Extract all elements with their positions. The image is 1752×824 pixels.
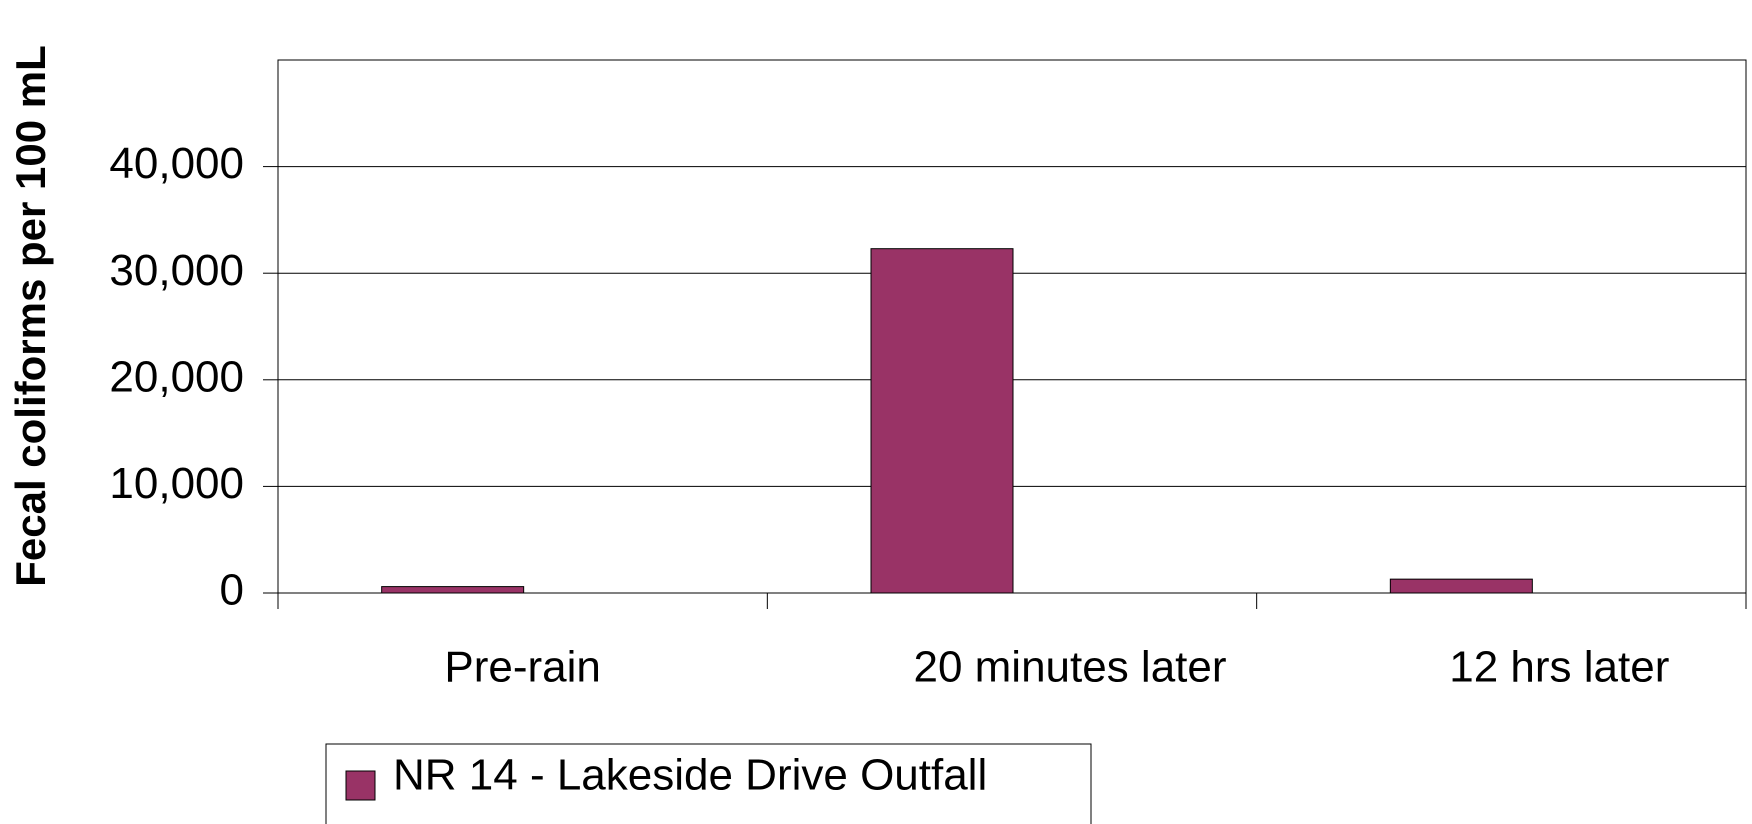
y-tick-label: 40,000: [109, 139, 244, 188]
y-tick-label: 30,000: [109, 246, 244, 295]
y-tick-label: 10,000: [109, 459, 244, 508]
y-axis-label: Fecal coliforms per 100 mL: [7, 45, 54, 587]
legend-label: NR 14 - Lakeside Drive Outfall: [393, 751, 987, 800]
y-tick-label: 20,000: [109, 352, 244, 401]
x-tick-label: 12 hrs later: [1449, 643, 1669, 692]
bar: [870, 248, 1014, 594]
bar: [381, 586, 525, 594]
y-tick-label: 0: [220, 566, 244, 615]
legend-swatch: [345, 770, 376, 801]
bar: [1389, 578, 1533, 594]
x-tick-label: Pre-rain: [444, 643, 601, 692]
x-tick-label: 20 minutes later: [913, 643, 1226, 692]
legend: [325, 743, 1092, 824]
